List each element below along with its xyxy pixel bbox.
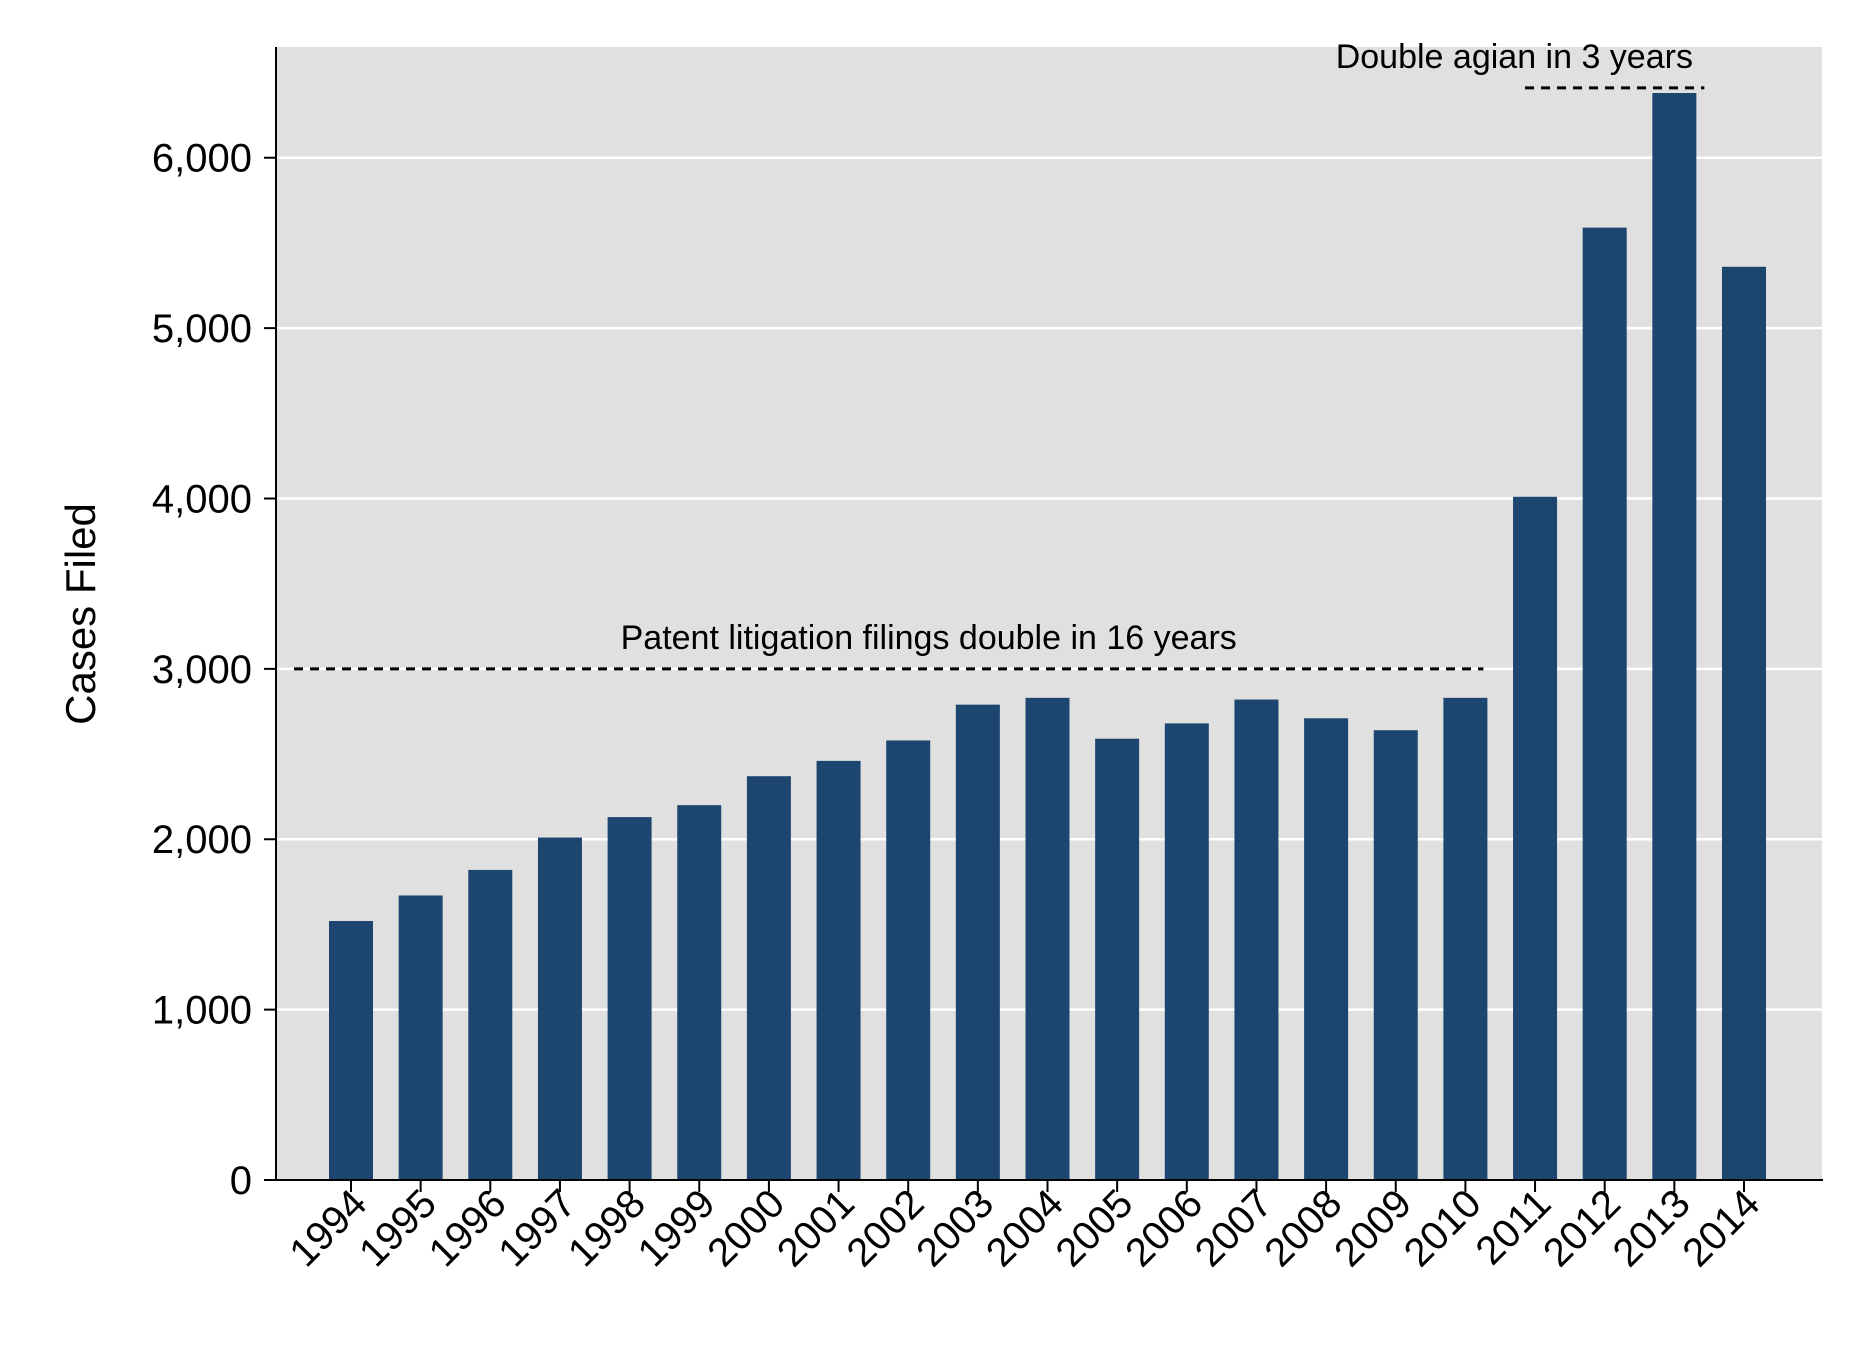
x-tick-label: 1996	[421, 1181, 515, 1275]
y-axis-title: Cases Filed	[57, 503, 104, 725]
x-tick-label: 2000	[699, 1181, 793, 1275]
y-tick-label: 3,000	[152, 648, 252, 692]
bar-2014	[1722, 266, 1766, 1180]
bar-2007	[1234, 699, 1279, 1180]
y-tick-label: 1,000	[152, 989, 252, 1033]
bar-1995	[398, 895, 443, 1180]
bars	[329, 93, 1766, 1181]
x-tick-label: 2001	[769, 1181, 863, 1275]
bar-1994	[329, 921, 373, 1180]
x-tick-label: 2012	[1535, 1181, 1629, 1275]
y-tick-label: 0	[230, 1159, 252, 1203]
bar-2006	[1164, 723, 1209, 1180]
x-axis-ticks: 1994199519961997199819992000200120022003…	[281, 1180, 1768, 1275]
bar-1998	[607, 817, 652, 1180]
x-tick-label: 2004	[978, 1181, 1072, 1275]
bar-2000	[746, 776, 791, 1180]
y-tick-label: 6,000	[152, 137, 252, 181]
bar-2001	[816, 760, 861, 1180]
x-tick-label: 2011	[1467, 1181, 1559, 1273]
bar-2002	[886, 740, 931, 1180]
bar-2005	[1095, 738, 1140, 1180]
bar-2004	[1025, 697, 1070, 1180]
x-tick-label: 1995	[351, 1181, 445, 1275]
x-tick-label: 1997	[490, 1181, 584, 1275]
x-tick-label: 2002	[839, 1181, 933, 1275]
bar-2010	[1443, 697, 1488, 1180]
bar-2009	[1373, 730, 1418, 1180]
bar-2012	[1582, 227, 1627, 1180]
x-tick-label: 2005	[1047, 1181, 1141, 1275]
x-tick-label: 2007	[1187, 1181, 1281, 1275]
bar-1999	[677, 805, 722, 1180]
x-tick-label: 1994	[281, 1181, 375, 1275]
bar-2011	[1513, 496, 1558, 1180]
x-tick-label: 2008	[1256, 1181, 1350, 1275]
y-tick-label: 4,000	[152, 477, 252, 521]
y-tick-label: 5,000	[152, 307, 252, 351]
x-tick-label: 2013	[1605, 1181, 1699, 1275]
y-axis-ticks: 0 1,000 2,000 3,000 4,000 5,000 6,000	[152, 137, 276, 1203]
x-tick-label: 2010	[1396, 1181, 1490, 1275]
x-tick-label: 1998	[560, 1181, 654, 1275]
bar-2008	[1304, 718, 1349, 1180]
annotation-label: Patent litigation filings double in 16 y…	[621, 619, 1237, 657]
x-tick-label: 2014	[1674, 1181, 1768, 1275]
bar-1997	[537, 837, 582, 1180]
annotations: Patent litigation filings double in 16 y…	[294, 38, 1705, 671]
x-tick-label: 1999	[630, 1181, 724, 1275]
bar-1996	[468, 869, 513, 1180]
x-tick-label: 2006	[1117, 1181, 1211, 1275]
bar-2013	[1652, 93, 1697, 1181]
bar-2003	[955, 704, 1000, 1180]
annotation-label: Double agian in 3 years	[1336, 38, 1693, 76]
y-tick-label: 2,000	[152, 818, 252, 862]
x-tick-label: 2003	[908, 1181, 1002, 1275]
x-tick-label: 2009	[1326, 1181, 1420, 1275]
